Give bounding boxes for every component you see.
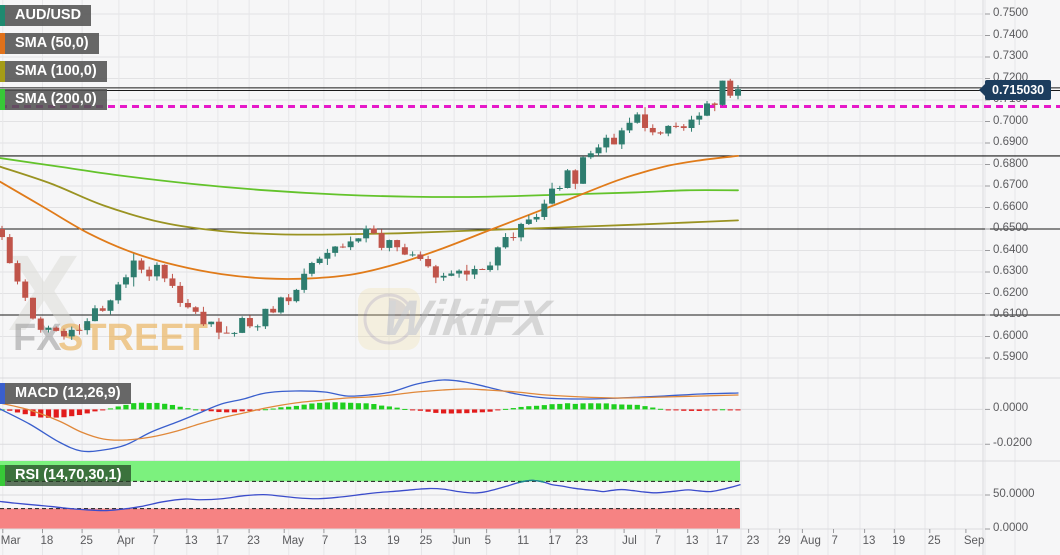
svg-text:WikiFX: WikiFX bbox=[379, 290, 557, 346]
svg-text:FX: FX bbox=[13, 317, 62, 359]
svg-text:STREET: STREET bbox=[58, 317, 208, 359]
